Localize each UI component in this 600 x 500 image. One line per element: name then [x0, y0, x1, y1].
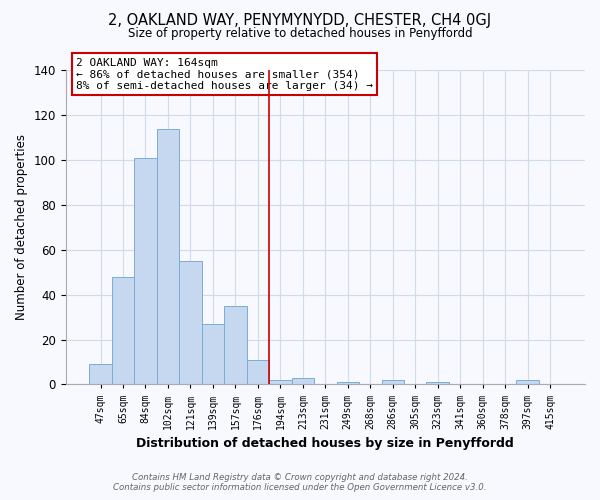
- Bar: [382, 380, 404, 384]
- Bar: [247, 360, 269, 384]
- Bar: [269, 380, 292, 384]
- Bar: [202, 324, 224, 384]
- Text: Size of property relative to detached houses in Penyffordd: Size of property relative to detached ho…: [128, 28, 472, 40]
- Y-axis label: Number of detached properties: Number of detached properties: [15, 134, 28, 320]
- Bar: [157, 128, 179, 384]
- Text: 2, OAKLAND WAY, PENYMYNYDD, CHESTER, CH4 0GJ: 2, OAKLAND WAY, PENYMYNYDD, CHESTER, CH4…: [109, 12, 491, 28]
- Bar: [179, 261, 202, 384]
- Bar: [134, 158, 157, 384]
- X-axis label: Distribution of detached houses by size in Penyffordd: Distribution of detached houses by size …: [136, 437, 514, 450]
- Text: Contains HM Land Registry data © Crown copyright and database right 2024.
Contai: Contains HM Land Registry data © Crown c…: [113, 473, 487, 492]
- Bar: [337, 382, 359, 384]
- Bar: [89, 364, 112, 384]
- Bar: [427, 382, 449, 384]
- Text: 2 OAKLAND WAY: 164sqm
← 86% of detached houses are smaller (354)
8% of semi-deta: 2 OAKLAND WAY: 164sqm ← 86% of detached …: [76, 58, 373, 91]
- Bar: [292, 378, 314, 384]
- Bar: [517, 380, 539, 384]
- Bar: [224, 306, 247, 384]
- Bar: [112, 276, 134, 384]
